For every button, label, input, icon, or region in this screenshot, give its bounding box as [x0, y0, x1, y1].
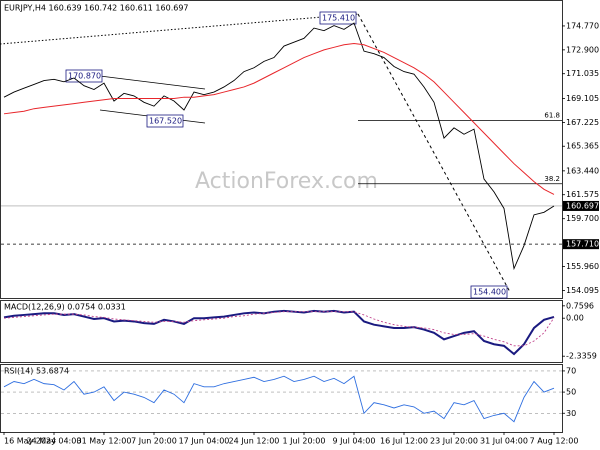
price-panel	[0, 0, 563, 299]
series-line	[3, 309, 555, 356]
y-tick-label: 159.700	[566, 214, 599, 223]
watermark: ActionForex.com	[195, 169, 378, 194]
x-tick-label: 7 Jun 20:00	[131, 437, 177, 446]
y-tick-label: 0.00	[566, 314, 584, 323]
y-tick-label: 171.035	[566, 69, 599, 78]
trend-line	[357, 13, 511, 293]
annotation-box	[146, 114, 184, 128]
x-tick-label: 9 Jul 04:00	[333, 437, 376, 446]
y-tick-label: 167.225	[566, 118, 599, 127]
series-line	[3, 42, 555, 195]
last-price-label: 160.697	[566, 201, 599, 210]
x-tick-label: 7 Aug 12:00	[530, 437, 579, 446]
y-tick-label: 154.095	[566, 286, 599, 295]
last-price-box	[563, 200, 599, 211]
annotation: 175.410	[322, 14, 355, 23]
annotation-box	[470, 285, 508, 299]
annotation: 170.870	[68, 72, 101, 81]
series-line	[3, 311, 555, 347]
fib-label: 61.8	[544, 111, 560, 119]
x-tick-label: 16 Jul 12:00	[380, 437, 428, 446]
chart-title: EURJPY,H4 160.639 160.742 160.611 160.69…	[4, 4, 189, 13]
rsi-panel	[0, 364, 563, 433]
x-tick-label: 1 Jul 20:00	[283, 437, 326, 446]
series-line	[3, 22, 555, 271]
macd-panel	[0, 300, 563, 363]
x-tick-label: 23 Jul 20:00	[430, 437, 478, 446]
y-tick-label: 0.7596	[566, 301, 594, 310]
y-tick-label: 161.575	[566, 190, 599, 199]
y-tick-label: 174.770	[566, 21, 599, 30]
y-tick-label: 30	[566, 409, 576, 418]
y-tick-label: -2.3359	[566, 352, 597, 361]
rsi-title: RSI(14) 53.6874	[4, 367, 69, 376]
x-tick-label: 24 May 04:00	[27, 437, 82, 446]
annotation: 167.520	[149, 117, 182, 126]
annotation-box	[319, 11, 357, 25]
x-tick-label: 31 May 12:00	[77, 437, 132, 446]
channel-line	[99, 75, 206, 90]
x-tick-label: 24 Jun 12:00	[229, 437, 280, 446]
level-label-box	[563, 239, 599, 250]
y-tick-label: 165.365	[566, 142, 599, 151]
y-tick-label: 155.960	[566, 262, 599, 271]
x-tick-label: 16 May 2024	[4, 437, 56, 446]
y-tick-label: 50	[566, 388, 576, 397]
y-tick-label: 169.105	[566, 94, 599, 103]
y-tick-label: 172.900	[566, 45, 599, 54]
y-tick-label: 163.440	[566, 166, 599, 175]
y-tick-label: 70	[566, 366, 576, 375]
x-tick-label: 31 Jul 04:00	[480, 437, 528, 446]
x-tick-label: 17 Jun 04:00	[179, 437, 230, 446]
annotation: 154.400	[473, 288, 506, 297]
level-label: 157.710	[566, 240, 599, 249]
macd-title: MACD(12,26,9) 0.0754 0.0331	[4, 303, 126, 312]
trend-line	[0, 13, 359, 45]
fib-label: 38.2	[544, 175, 560, 183]
series-line	[3, 375, 555, 423]
